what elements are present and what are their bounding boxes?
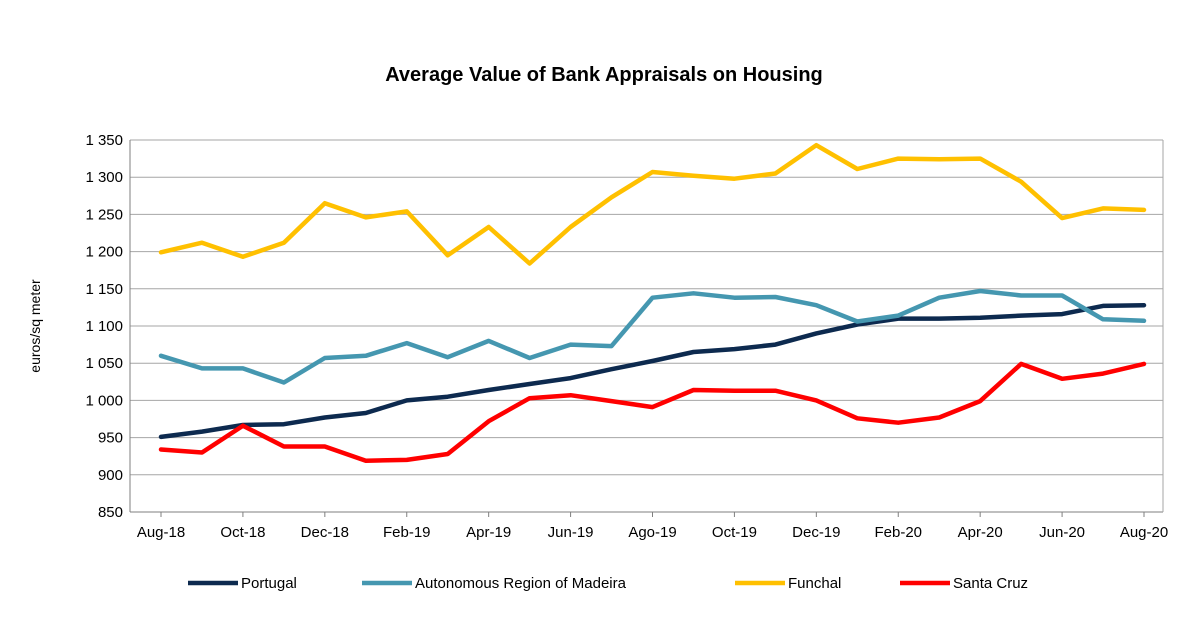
y-axis-ticks: 850 900 950 1 000 1 050 1 100 1 150 1 200 1 250 1…: [85, 132, 123, 521]
y-tick-label: 950: [98, 430, 123, 447]
y-tick-label: 1 350: [85, 132, 123, 149]
y-tick-label: 900: [98, 467, 123, 484]
x-tick-label: Oct-19: [712, 524, 757, 541]
series-lines: [158, 142, 1147, 463]
y-tick-label: 1 050: [85, 355, 123, 372]
legend-label: Autonomous Region of Madeira: [415, 575, 627, 592]
x-tick-label: Apr-20: [958, 524, 1003, 541]
x-tick-label: Feb-19: [383, 524, 431, 541]
y-tick-label: 1 100: [85, 318, 123, 335]
x-axis-ticks: Aug-18 Oct-18 Dec-18 Feb-19 Apr-19 Jun-19 Ago-…: [137, 512, 1168, 541]
legend-label: Portugal: [241, 575, 297, 592]
chart-title: Average Value of Bank Appraisals on Hous…: [385, 64, 823, 86]
legend-label: Funchal: [788, 575, 841, 592]
y-tick-label: 1 300: [85, 169, 123, 186]
y-tick-label: 1 200: [85, 244, 123, 261]
x-tick-label: Aug-18: [137, 524, 185, 541]
y-tick-label: 850: [98, 504, 123, 521]
y-tick-label: 1 000: [85, 392, 123, 409]
x-tick-label: Feb-20: [874, 524, 922, 541]
x-tick-label: Ago-19: [628, 524, 676, 541]
y-tick-label: 1 250: [85, 206, 123, 223]
y-tick-label: 1 150: [85, 281, 123, 298]
x-tick-label: Dec-19: [792, 524, 840, 541]
x-tick-label: Jun-20: [1039, 524, 1085, 541]
series-line-funchal: [158, 142, 1147, 266]
legend-label: Santa Cruz: [953, 575, 1028, 592]
x-tick-label: Oct-18: [220, 524, 265, 541]
x-tick-label: Aug-20: [1120, 524, 1168, 541]
y-axis-title: euros/sq meter: [27, 279, 43, 373]
axes: [129, 140, 1164, 513]
legend: Portugal Autonomous Region of Madeira Func…: [188, 575, 1028, 592]
x-tick-label: Jun-19: [548, 524, 594, 541]
gridlines: [130, 139, 1163, 513]
series-line-santa-cruz: [158, 361, 1147, 463]
x-tick-label: Dec-18: [301, 524, 349, 541]
series-line-autonomous-region-of-madeira: [158, 288, 1147, 385]
x-tick-label: Apr-19: [466, 524, 511, 541]
series-line-portugal: [158, 302, 1147, 440]
